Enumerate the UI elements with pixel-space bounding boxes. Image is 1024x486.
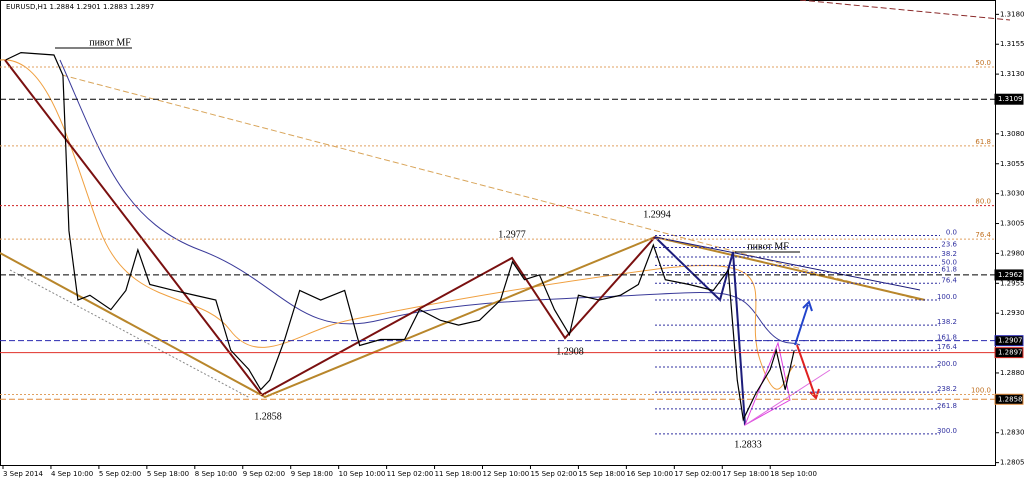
trend-line [799,0,1011,21]
fib-label: 161.8 [937,334,957,342]
x-tick-label: 10 Sep 10:00 [339,470,386,478]
level-box [994,393,1024,405]
x-tick-label: 9 Sep 02:00 [243,470,285,478]
price-annotation: 1.2908 [556,346,584,357]
fib-label: 138.2 [937,318,957,326]
level-label: 1.2907 [998,337,1023,345]
fib-label: 76.4 [975,231,991,239]
level-box [994,269,1024,281]
arrow [796,344,816,397]
y-tick-label: 1.2805 [1000,459,1024,467]
x-tick-label: 18 Sep 10:00 [770,470,817,478]
x-tick-label: 5 Sep 02:00 [99,470,141,478]
x-tick-label: 15 Sep 18:00 [578,470,625,478]
moving-average [0,59,796,390]
y-tick-label: 1.2955 [1000,279,1024,287]
fib-label: 261.8 [937,402,957,410]
price-annotation: 1.2833 [734,439,762,450]
fib-label: 238.2 [937,385,957,393]
x-tick-label: 5 Sep 18:00 [147,470,189,478]
chart-title: EURUSD,H1 1.2884 1.2901 1.2883 1.2897 [6,3,154,11]
x-tick-label: 8 Sep 10:00 [195,470,237,478]
fib-label: 100.0 [937,293,957,301]
fib-label: 176.4 [937,343,958,351]
level-box [994,93,1024,105]
x-tick-label: 17 Sep 02:00 [674,470,721,478]
y-tick-label: 1.3080 [1000,130,1024,138]
y-tick-label: 1.2830 [1000,429,1024,437]
trend-line [744,369,831,426]
pivot-label: пивот MF [89,37,131,48]
level-box [994,347,1024,359]
x-tick-label: 17 Sep 18:00 [722,470,769,478]
x-tick-label: 3 Sep 2014 [3,470,43,478]
x-tick-label: 9 Sep 18:00 [291,470,333,478]
pivot-label: пивот MF [747,241,789,252]
level-label: 1.2858 [998,395,1023,403]
x-tick-label: 11 Sep 02:00 [387,470,434,478]
y-tick-label: 1.3180 [1000,10,1024,18]
fib-label: 80.0 [975,198,991,206]
y-tick-label: 1.3130 [1000,70,1024,78]
fib-label: 50.0 [975,59,991,67]
trend-line [9,269,251,399]
fib-label: 61.8 [975,138,991,146]
price-line [5,51,795,422]
y-tick-label: 1.2930 [1000,309,1024,317]
y-tick-label: 1.3030 [1000,190,1024,198]
price-annotation: 1.2994 [643,209,671,220]
x-tick-label: 16 Sep 10:00 [626,470,673,478]
price-annotation: 1.2977 [498,229,526,240]
x-tick-label: 11 Sep 18:00 [435,470,482,478]
y-tick-label: 1.3005 [1000,220,1024,228]
level-box [994,335,1024,347]
level-label: 1.2962 [998,271,1023,279]
fib-label: 38.2 [941,250,957,258]
fib-label: 300.0 [937,427,957,435]
x-tick-label: 15 Sep 02:00 [530,470,577,478]
wave-line [4,59,656,397]
level-label: 1.2897 [998,349,1023,357]
fib-label: 100.0 [971,386,991,394]
x-tick-label: 12 Sep 10:00 [483,470,530,478]
arrow [794,304,809,346]
arrow-head [802,300,813,312]
fib-label: 23.6 [941,240,957,248]
level-label: 1.3109 [998,95,1023,103]
x-tick-label: 4 Sep 10:00 [51,470,93,478]
trend-line [654,236,921,291]
wave-line [654,236,746,426]
fib-label: 76.4 [941,276,957,284]
fib-label: 0.0 [946,228,957,236]
y-tick-label: 1.3155 [1000,40,1024,48]
fib-label: 200.0 [937,360,957,368]
trend-line [61,74,921,301]
price-annotation: 1.2858 [254,411,282,422]
fib-label: 50.0 [941,258,957,266]
y-tick-label: 1.2980 [1000,249,1024,257]
wave-line [0,235,926,399]
y-tick-label: 1.3055 [1000,160,1024,168]
y-tick-label: 1.2880 [1000,369,1024,377]
fib-label: 61.8 [941,266,957,274]
